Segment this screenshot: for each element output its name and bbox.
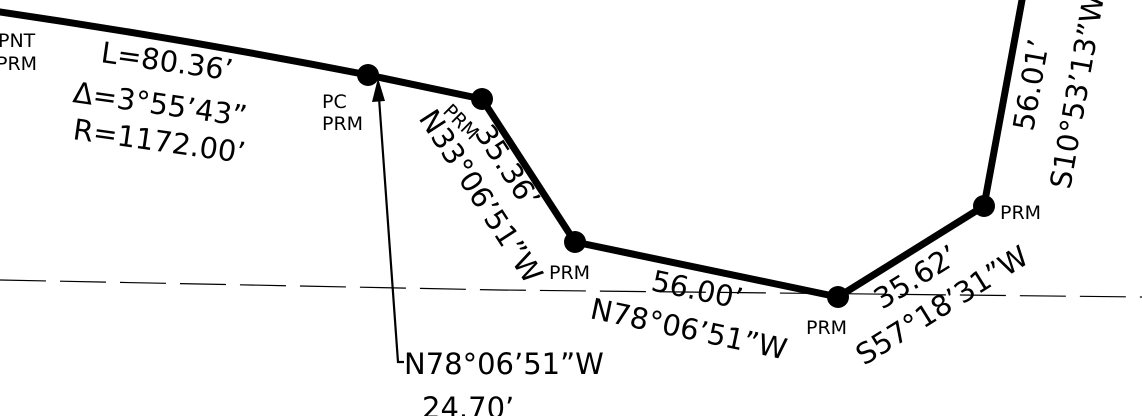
- pnt-label: PNT: [0, 30, 36, 52]
- callout-leader: [376, 83, 404, 364]
- dashed-reference-line: [0, 279, 1142, 298]
- monument-2-prm-label: PRM: [549, 262, 590, 284]
- monument-pc: [357, 64, 379, 86]
- monument-4: [973, 195, 995, 217]
- boundary-line: [364, 0, 1026, 301]
- monument-3-prm-label: PRM: [806, 317, 847, 339]
- callout-distance: 24.70’: [422, 391, 514, 416]
- pc-label: PC: [322, 91, 347, 113]
- pc-prm-label: PRM: [322, 113, 363, 135]
- monument-4-prm-label: PRM: [1000, 202, 1041, 224]
- callout-arrowhead: [372, 78, 385, 102]
- boundary-curve: [0, 8, 372, 79]
- callout-bearing: N78°06’51”W: [404, 347, 604, 381]
- monument-3: [827, 286, 849, 308]
- monument-1: [471, 88, 493, 110]
- course4-bearing: S10°53’13”W: [1043, 0, 1111, 191]
- pnt-prm-label: PRM: [0, 53, 37, 75]
- monument-2: [564, 231, 586, 253]
